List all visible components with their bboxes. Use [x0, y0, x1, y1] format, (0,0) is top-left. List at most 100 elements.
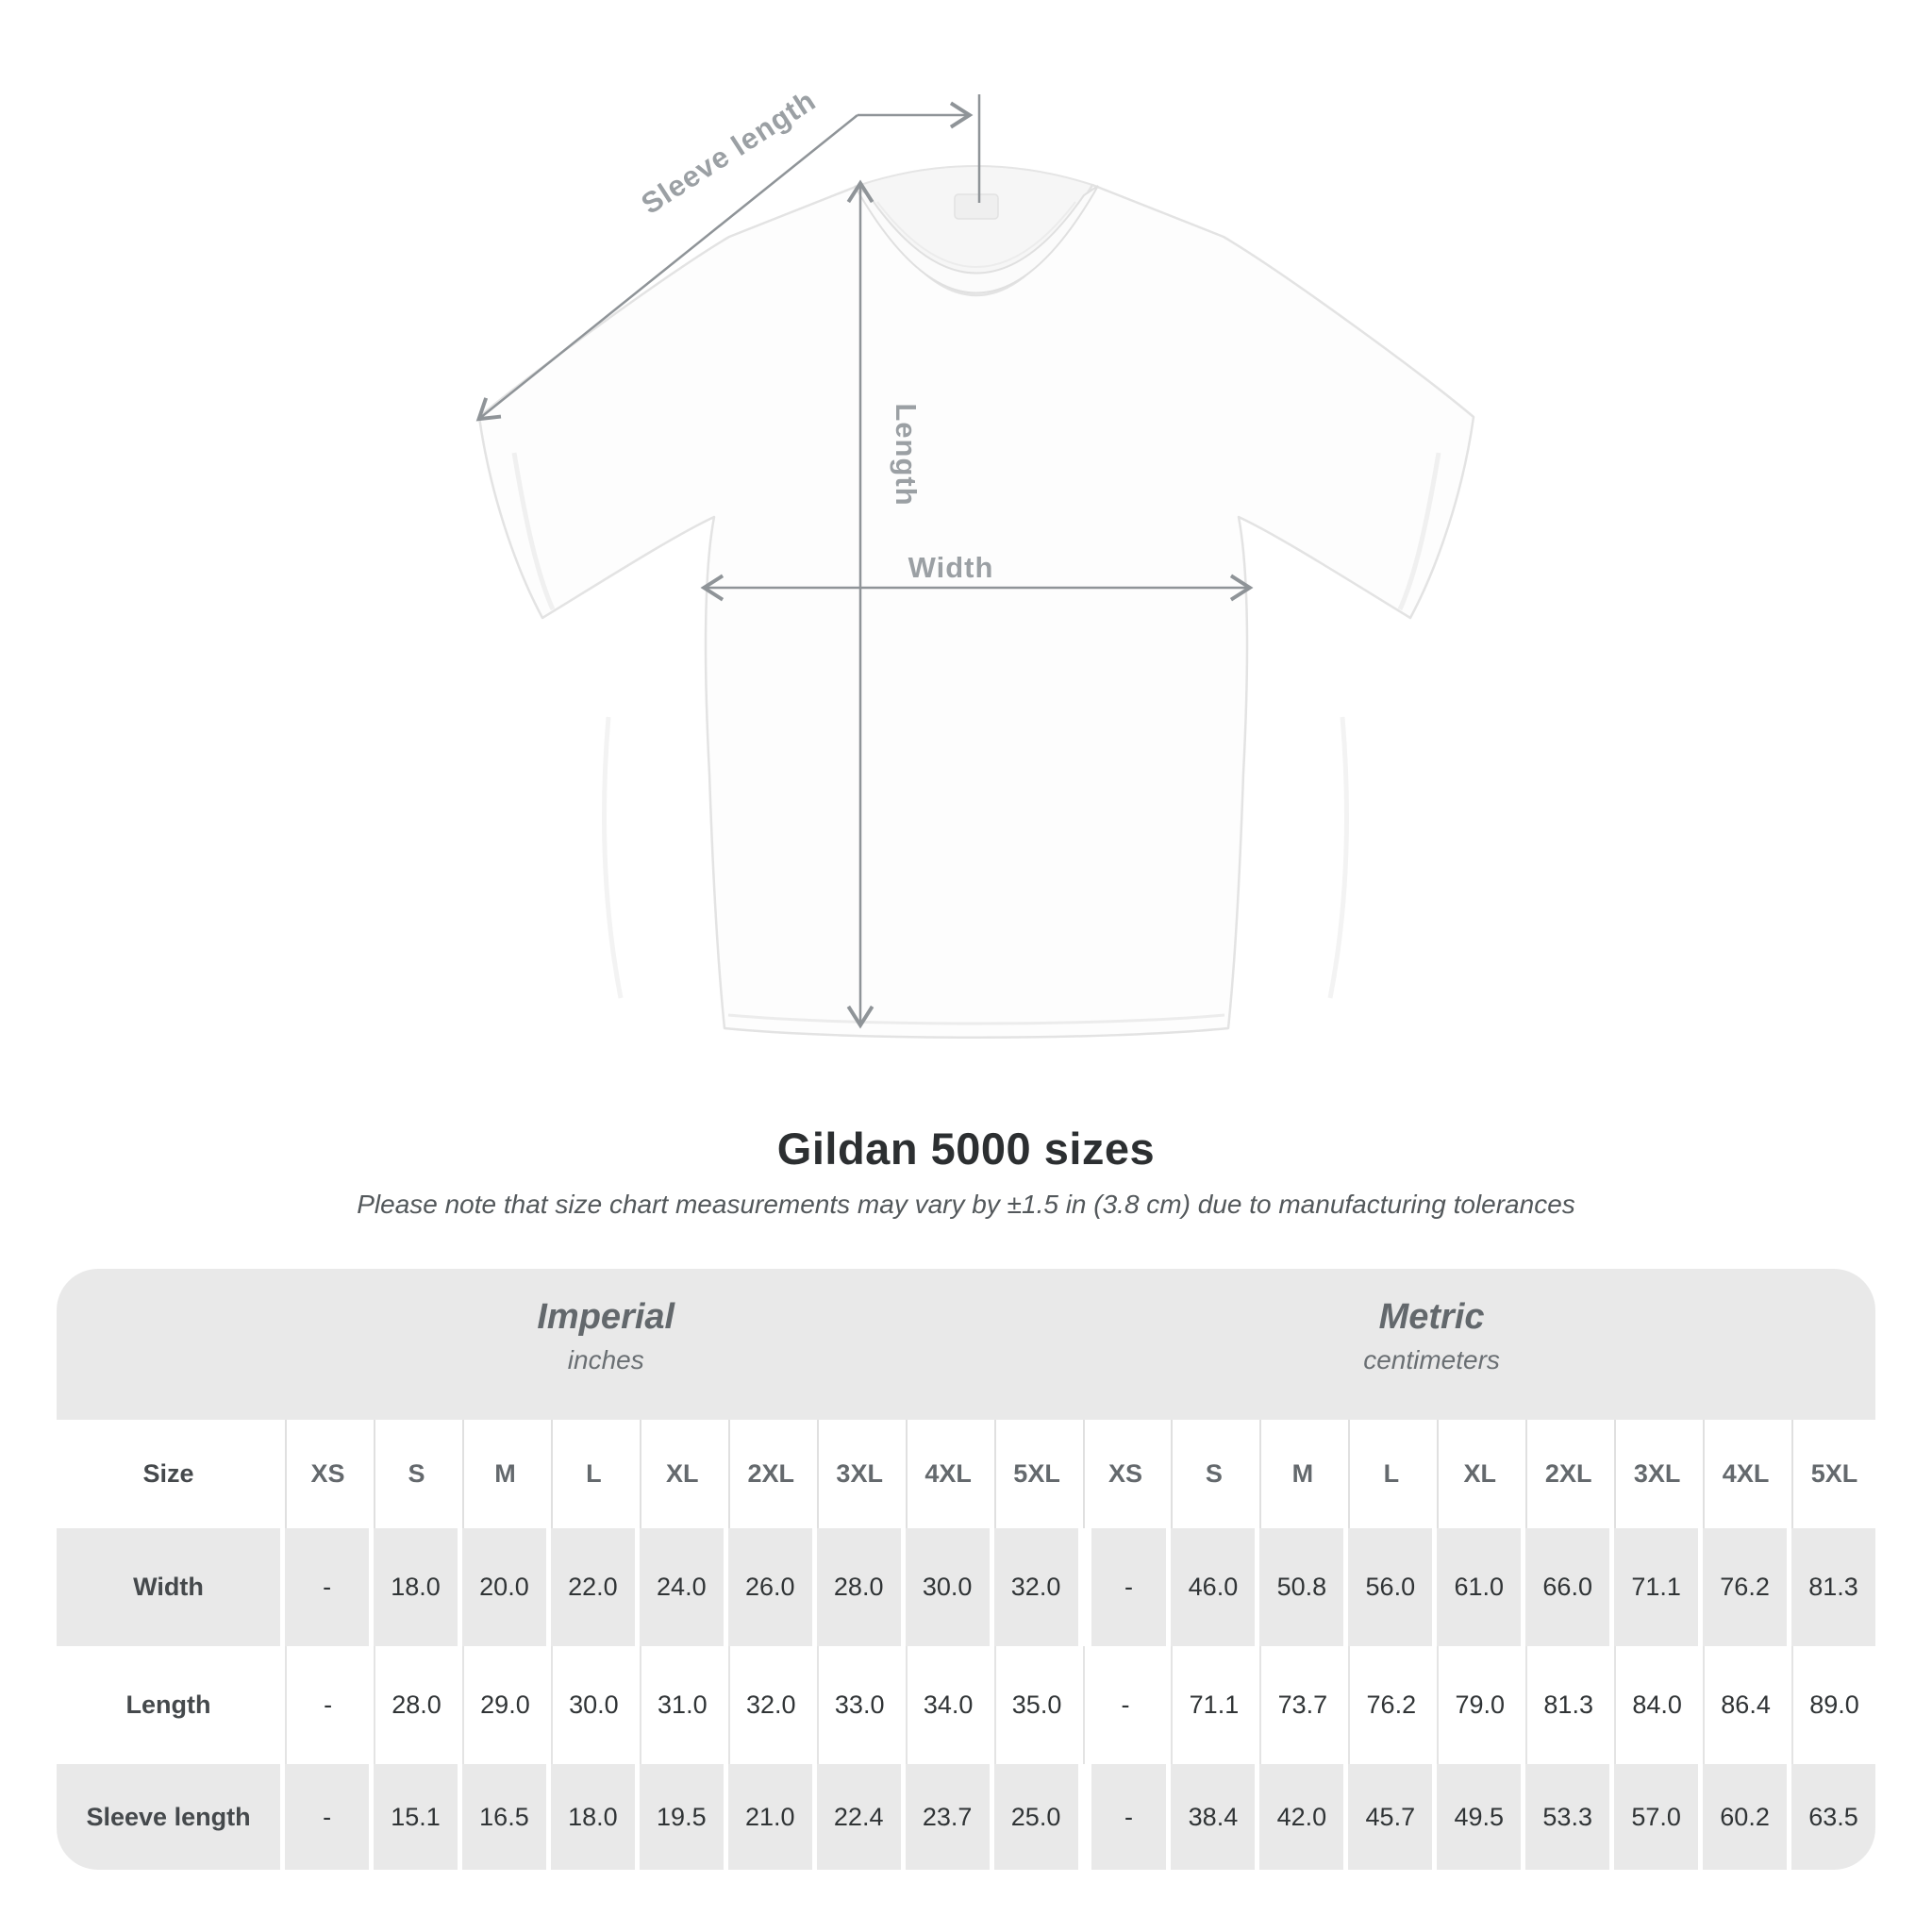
row-label: Length [125, 1690, 211, 1719]
measurement-row: Length -28.0 29.0 30.0 31.0 32.0 33.0 34.0 35.0-… [57, 1646, 1875, 1764]
size-column-header-imperial: XL [639, 1420, 724, 1528]
measurement-cell-metric: - [1082, 1646, 1167, 1764]
unit-group-header: Imperial inches Metric centimeters [57, 1269, 1875, 1420]
measurement-cell-metric: 60.2 [1703, 1764, 1788, 1870]
measurement-cell-metric: 76.2 [1348, 1646, 1432, 1764]
measurement-cell-imperial: 22.4 [816, 1764, 901, 1870]
row-label: Width [57, 1528, 281, 1646]
measurement-cell-imperial: - [285, 1528, 370, 1646]
measurement-row: Width -18.0 20.0 22.0 24.0 26.0 28.0 30.0 32.0-4… [57, 1528, 1875, 1646]
page-title: Gildan 5000 sizes [776, 1124, 1156, 1174]
size-column-header-metric: 5XL [1791, 1420, 1875, 1528]
measurement-cell-metric: 53.3 [1525, 1764, 1610, 1870]
width-label: Width [908, 551, 994, 584]
measurement-cell-metric: 84.0 [1614, 1646, 1698, 1764]
size-header-row: Size XS S M L XL 2XL 3XL 4XL 5XL XS S M L XL 2XL 3XL 4XL 5… [57, 1420, 1875, 1528]
size-column-header-metric: XL [1437, 1420, 1521, 1528]
measurement-cell-metric: 66.0 [1525, 1528, 1610, 1646]
measurement-cell-metric: 56.0 [1348, 1528, 1433, 1646]
measurement-cell-metric: 71.1 [1614, 1528, 1699, 1646]
hem-stitch [727, 1013, 1225, 1025]
measurement-cell-imperial: 21.0 [727, 1764, 812, 1870]
metric-unit-label: Metric [1378, 1297, 1485, 1337]
measurement-cell-imperial: - [285, 1764, 370, 1870]
imperial-unit-sublabel: inches [567, 1345, 644, 1374]
measurement-cell-metric: 86.4 [1703, 1646, 1787, 1764]
measurement-cell-imperial: 28.0 [816, 1528, 901, 1646]
crease-right [1327, 716, 1349, 999]
size-column-header-metric: 2XL [1525, 1420, 1609, 1528]
measurement-cell-imperial: 28.0 [374, 1646, 458, 1764]
measurement-cell-imperial: 25.0 [993, 1764, 1078, 1870]
size-header-label: Size [142, 1459, 194, 1488]
measurement-cell-metric: 61.0 [1437, 1528, 1522, 1646]
size-column-header-metric: 4XL [1703, 1420, 1787, 1528]
measurement-cell-imperial: 34.0 [905, 1646, 990, 1764]
size-column-header-metric: L [1348, 1420, 1432, 1528]
measurement-cell-imperial: 35.0 [993, 1646, 1078, 1764]
measurement-cell-metric: 81.3 [1791, 1528, 1875, 1646]
size-column-header-imperial: 2XL [727, 1420, 812, 1528]
measurement-cell-metric: 71.1 [1171, 1646, 1255, 1764]
measurement-cell-metric: 63.5 [1791, 1764, 1875, 1870]
measurement-cell-metric: 49.5 [1437, 1764, 1522, 1870]
measurement-cell-metric: 79.0 [1437, 1646, 1521, 1764]
measurement-cell-imperial: 18.0 [374, 1528, 458, 1646]
length-label: Length [890, 403, 923, 506]
size-column-header-metric: S [1171, 1420, 1255, 1528]
size-column-header-metric: XS [1082, 1420, 1167, 1528]
row-label: Sleeve length [57, 1764, 281, 1870]
metric-unit-sublabel: centimeters [1363, 1345, 1500, 1374]
imperial-unit-label: Imperial [537, 1297, 675, 1337]
measurement-cell-imperial: 26.0 [727, 1528, 812, 1646]
size-column-header-imperial: XS [285, 1420, 369, 1528]
measurement-cell-metric: 57.0 [1614, 1764, 1699, 1870]
measurement-table: Size XS S M L XL 2XL 3XL 4XL 5XL XS S M L XL 2XL 3XL 4XL 5… [57, 1420, 1875, 1870]
measurement-cell-imperial: 19.5 [639, 1764, 724, 1870]
tshirt-diagram: Sleeve length Length Width [475, 84, 1475, 1039]
measurement-cell-metric: - [1082, 1764, 1167, 1870]
measurement-cell-metric: - [1082, 1528, 1167, 1646]
measurement-cell-metric: 42.0 [1259, 1764, 1344, 1870]
measurement-row: Sleeve length -15.1 16.5 18.0 19.5 21.0 22.4 23… [57, 1764, 1875, 1870]
size-column-header-imperial: M [461, 1420, 546, 1528]
size-column-header-imperial: 3XL [816, 1420, 901, 1528]
crease-left [602, 716, 624, 999]
size-column-header-imperial: 4XL [905, 1420, 990, 1528]
measurement-cell-imperial: 16.5 [461, 1764, 546, 1870]
shirt-outline [477, 183, 1475, 1039]
measurement-cell-imperial: 23.7 [905, 1764, 990, 1870]
collar-stitch [876, 201, 1076, 268]
size-column-header-imperial: 5XL [993, 1420, 1078, 1528]
measurement-cell-imperial: 20.0 [461, 1528, 546, 1646]
size-column-header-imperial: S [374, 1420, 458, 1528]
neck-tag [954, 193, 999, 220]
measurement-cell-metric: 81.3 [1525, 1646, 1609, 1764]
measurement-cell-metric: 45.7 [1348, 1764, 1433, 1870]
sleeve-shade-left [511, 452, 556, 611]
measurement-cell-imperial: 32.0 [993, 1528, 1078, 1646]
measurement-cell-metric: 76.2 [1703, 1528, 1788, 1646]
size-table: Imperial inches Metric centimeters Size X… [57, 1269, 1875, 1870]
measurement-cell-metric: 38.4 [1171, 1764, 1256, 1870]
sleeve-shade-right [1397, 452, 1441, 611]
tolerance-note: Please note that size chart measurements… [357, 1190, 1575, 1219]
measurement-cell-metric: 46.0 [1171, 1528, 1256, 1646]
measurement-cell-imperial: 22.0 [550, 1528, 635, 1646]
sleeve-length-arrow [475, 114, 858, 422]
measurement-cell-imperial: 18.0 [550, 1764, 635, 1870]
measurement-cell-imperial: 15.1 [374, 1764, 458, 1870]
measurement-cell-metric: 73.7 [1259, 1646, 1343, 1764]
sleeve-length-label: Sleeve length [635, 84, 822, 221]
measurement-cell-imperial: 29.0 [461, 1646, 546, 1764]
collar-band [854, 185, 1099, 294]
measurement-cell-imperial: 32.0 [727, 1646, 812, 1764]
measurement-cell-imperial: 33.0 [816, 1646, 901, 1764]
measurement-cell-imperial: 24.0 [639, 1528, 724, 1646]
imperial-group-header: Imperial inches [57, 1269, 1156, 1420]
size-column-header-imperial: L [550, 1420, 635, 1528]
measurement-cell-metric: 50.8 [1259, 1528, 1344, 1646]
size-column-header-metric: M [1259, 1420, 1343, 1528]
size-column-header-metric: 3XL [1614, 1420, 1698, 1528]
